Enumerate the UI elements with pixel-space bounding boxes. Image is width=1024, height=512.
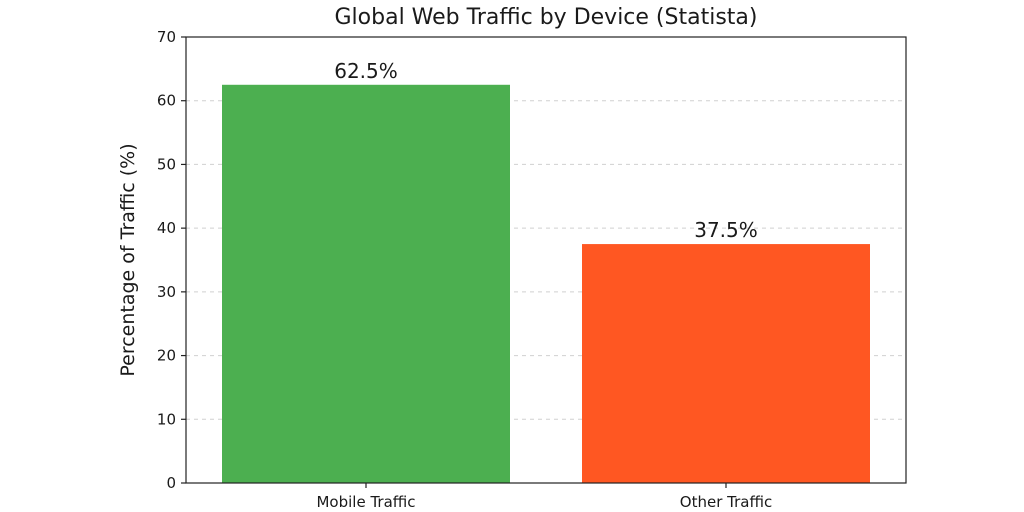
x-axis-ticks: Mobile Traffic Other Traffic bbox=[316, 483, 772, 511]
y-tick-label: 0 bbox=[166, 474, 176, 492]
data-labels: 62.5% 37.5% bbox=[334, 59, 758, 242]
y-axis-ticks: 0 10 20 30 40 50 60 70 bbox=[157, 28, 186, 492]
y-tick-label: 30 bbox=[157, 283, 176, 301]
y-tick-label: 20 bbox=[157, 347, 176, 365]
x-tick-label: Mobile Traffic bbox=[316, 493, 415, 511]
bar-value-label: 62.5% bbox=[334, 59, 398, 83]
plot-frame bbox=[185, 36, 907, 484]
bar-value-label: 37.5% bbox=[694, 218, 758, 242]
y-tick-label: 70 bbox=[157, 28, 176, 46]
y-tick-label: 10 bbox=[157, 410, 176, 428]
y-tick-label: 40 bbox=[157, 219, 176, 237]
y-tick-label: 60 bbox=[157, 92, 176, 110]
bars bbox=[222, 84, 870, 484]
bar bbox=[582, 244, 870, 483]
y-tick-label: 50 bbox=[157, 155, 176, 173]
bar bbox=[222, 84, 510, 484]
y-axis-label: Percentage of Traffic (%) bbox=[117, 143, 139, 376]
chart-title: Global Web Traffic by Device (Statista) bbox=[335, 5, 758, 30]
x-tick-label: Other Traffic bbox=[680, 493, 772, 511]
